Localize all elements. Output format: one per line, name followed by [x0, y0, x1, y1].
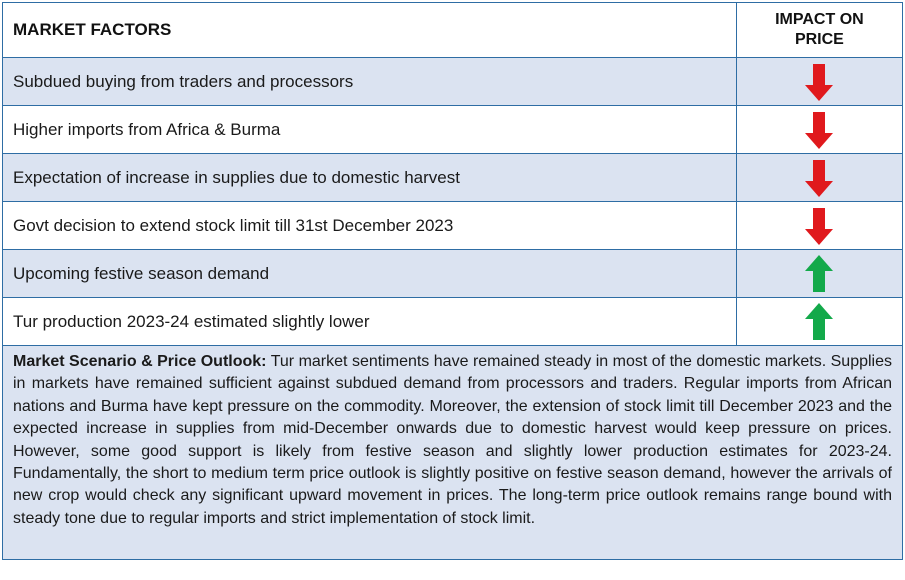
outlook-title: Market Scenario & Price Outlook: [13, 353, 267, 370]
market-factors-header: MARKET FACTORS [2, 2, 737, 58]
table-row: Expectation of increase in supplies due … [2, 153, 904, 202]
factor-text: Govt decision to extend stock limit till… [2, 201, 737, 250]
market-factors-panel: MARKET FACTORS IMPACT ON PRICE Subdued b… [2, 2, 904, 560]
down-arrow-icon [805, 111, 834, 149]
impact-cell [735, 297, 904, 346]
price-outlook-paragraph: Market Scenario & Price Outlook: Tur mar… [2, 346, 903, 560]
down-arrow-icon [805, 159, 834, 197]
impact-cell [735, 105, 904, 154]
table-row: Subdued buying from traders and processo… [2, 57, 904, 106]
factor-text: Tur production 2023-24 estimated slightl… [2, 297, 737, 346]
up-arrow-icon [805, 254, 834, 292]
impact-cell [735, 249, 904, 298]
factor-text: Subdued buying from traders and processo… [2, 57, 737, 106]
factor-text: Higher imports from Africa & Burma [2, 105, 737, 154]
table-row: Upcoming festive season demand [2, 249, 904, 298]
down-arrow-icon [805, 63, 834, 101]
table-header-row: MARKET FACTORS IMPACT ON PRICE [2, 2, 904, 58]
factor-text: Upcoming festive season demand [2, 249, 737, 298]
table-row: Tur production 2023-24 estimated slightl… [2, 297, 904, 346]
market-factors-table: MARKET FACTORS IMPACT ON PRICE Subdued b… [2, 2, 904, 346]
down-arrow-icon [805, 207, 834, 245]
outlook-body: Tur market sentiments have remained stea… [13, 353, 893, 527]
impact-cell [735, 57, 904, 106]
table-row: Higher imports from Africa & Burma [2, 105, 904, 154]
impact-cell [735, 201, 904, 250]
up-arrow-icon [805, 302, 834, 340]
factor-text: Expectation of increase in supplies due … [2, 153, 737, 202]
impact-cell [735, 153, 904, 202]
impact-on-price-header: IMPACT ON PRICE [735, 2, 904, 58]
table-row: Govt decision to extend stock limit till… [2, 201, 904, 250]
impact-header-line1: IMPACT ON [775, 11, 864, 28]
impact-header-line2: PRICE [794, 31, 844, 48]
